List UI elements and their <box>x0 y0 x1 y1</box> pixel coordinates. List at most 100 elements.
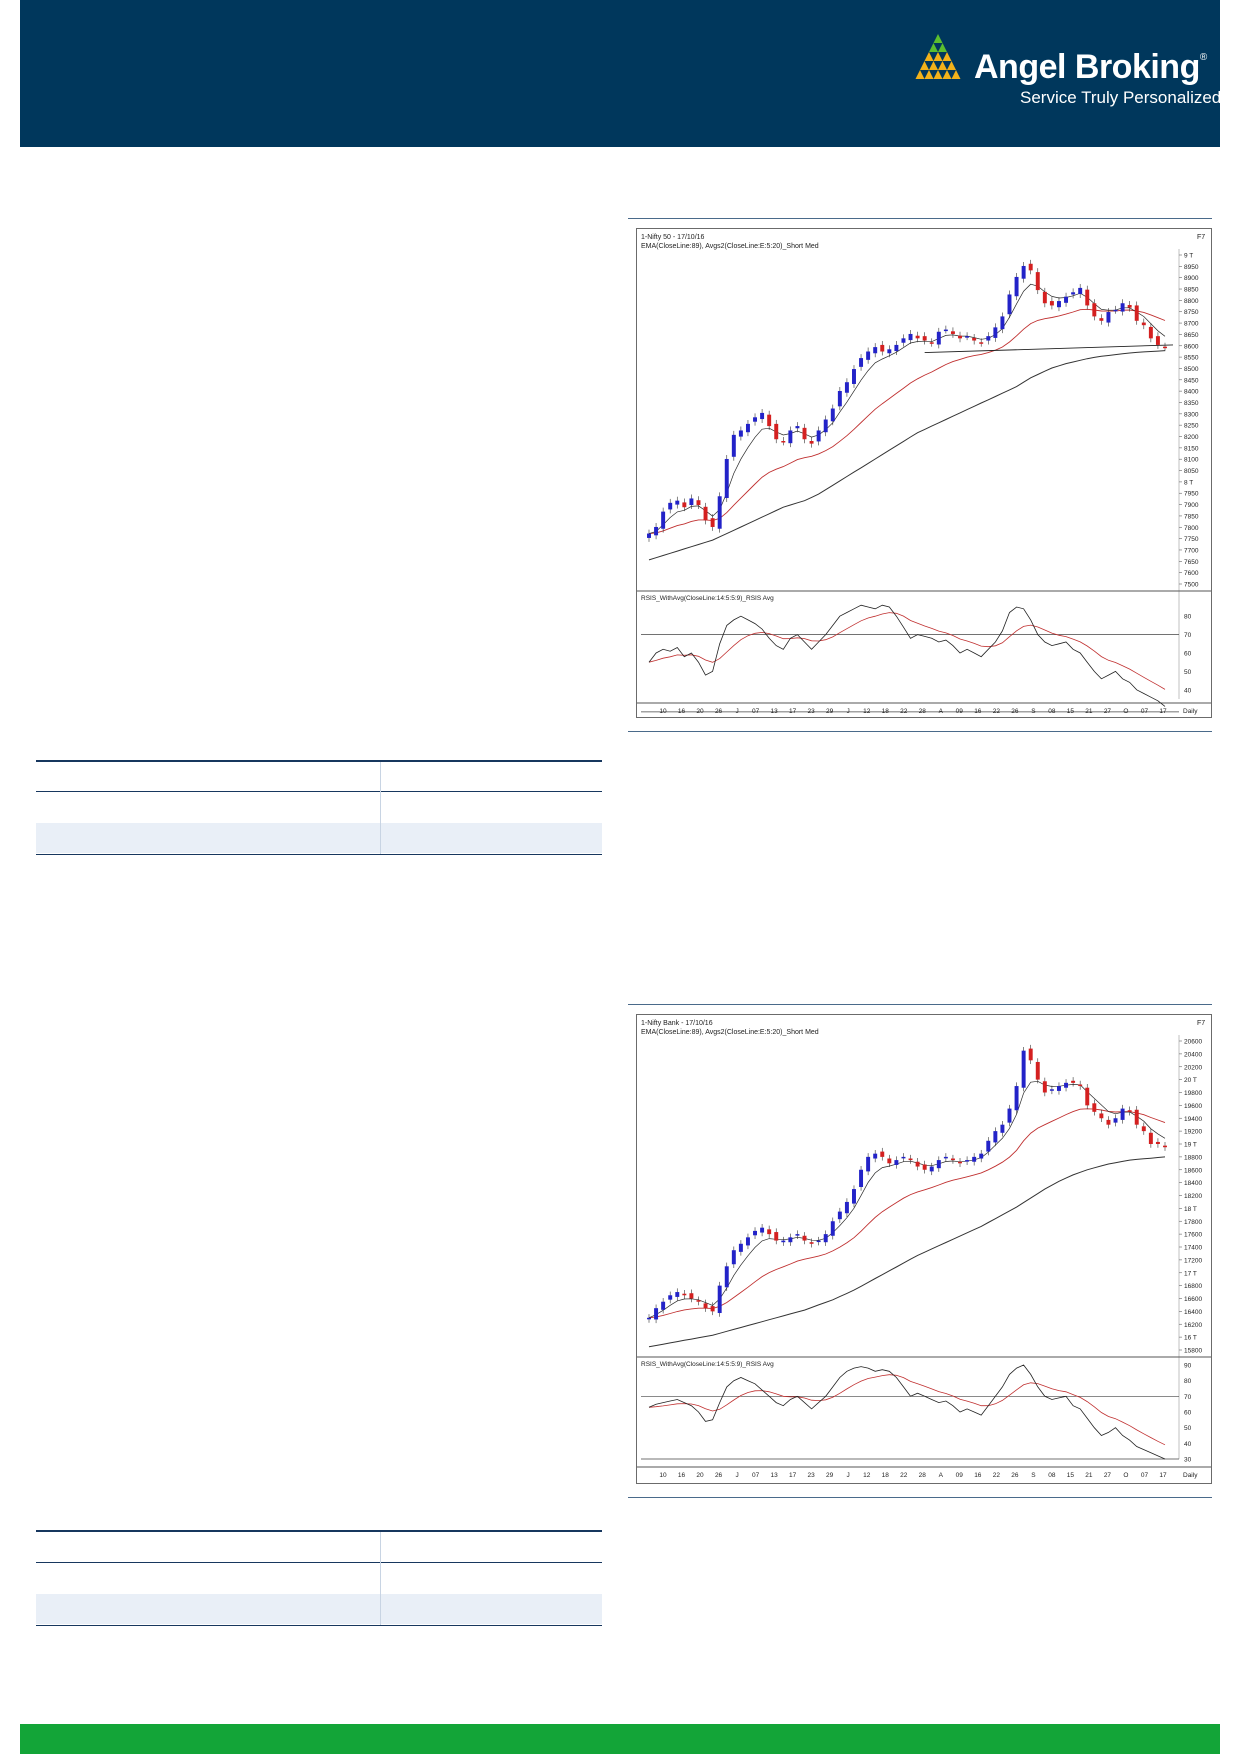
price-tick-label: 17200 <box>1184 1257 1202 1264</box>
logo-triangle <box>942 52 952 61</box>
candle-body <box>760 412 765 420</box>
price-tick-label: 8750 <box>1184 309 1199 316</box>
x-tick-label: 26 <box>1011 1472 1019 1479</box>
candle-body <box>795 1234 800 1236</box>
price-tick-label: 20600 <box>1184 1039 1202 1046</box>
rsi-tick-label: 90 <box>1184 1363 1192 1370</box>
candle-body <box>1071 292 1076 295</box>
x-tick-label: 10 <box>659 1472 667 1479</box>
price-tick-label: 7950 <box>1184 491 1199 498</box>
price-tick-label: 8 T <box>1184 479 1193 486</box>
x-tick-label: O <box>1123 1472 1128 1479</box>
rsi-label: RSIS_WithAvg(CloseLine:14:5:5:9)_RSIS Av… <box>641 1361 774 1368</box>
logo-triangle <box>929 43 938 52</box>
price-tick-label: 8800 <box>1184 298 1199 305</box>
banknifty-levels-table <box>36 1528 602 1628</box>
candle-body <box>717 1285 722 1314</box>
price-tick-label: 8250 <box>1184 423 1199 430</box>
rsi-tick-label: 50 <box>1184 1425 1192 1432</box>
candle-body <box>866 1156 871 1172</box>
price-tick-label: 8600 <box>1184 343 1199 350</box>
candle-body <box>1085 1087 1090 1106</box>
candle-body <box>958 335 962 339</box>
candle-body <box>1078 287 1083 295</box>
nifty-levels-table <box>36 758 602 858</box>
corner-label: F7 <box>1197 1020 1205 1027</box>
price-tick-label: 17800 <box>1184 1219 1202 1226</box>
x-tick-label: 18 <box>882 708 890 715</box>
candle-body <box>1163 1145 1167 1148</box>
candle-body <box>986 1140 991 1152</box>
banknifty-chart: 1-Nifty Bank - 17/10/16 EMA(CloseLine:89)… <box>636 1014 1212 1484</box>
candle-body <box>1000 316 1005 330</box>
candle-body <box>760 1227 765 1233</box>
candle-body <box>1134 1109 1139 1125</box>
candle-body <box>859 358 864 367</box>
indicator-label: EMA(CloseLine:89), Avgs2(CloseLine:E:5:2… <box>641 1029 819 1036</box>
candle-body <box>830 1221 835 1236</box>
table-top-rule <box>36 1530 602 1532</box>
candle-body <box>710 518 715 527</box>
x-tick-label: 16 <box>974 708 982 715</box>
logo-triangle <box>933 70 943 79</box>
period-label: Daily <box>1183 708 1198 715</box>
candle-body <box>696 1300 701 1302</box>
x-tick-label: O <box>1123 708 1128 715</box>
candle-body <box>781 1240 786 1243</box>
table-column-divider <box>380 1532 381 1625</box>
candle-body <box>795 426 800 429</box>
candle-body <box>654 1308 659 1320</box>
x-tick-label: 26 <box>715 708 723 715</box>
candle-body <box>958 1161 962 1164</box>
logo-triangle-icon <box>915 34 961 79</box>
price-tick-label: 16600 <box>1184 1296 1202 1303</box>
report-footer-bar <box>20 1724 1220 1754</box>
price-tick-label: 8950 <box>1184 264 1199 271</box>
price-tick-label: 19600 <box>1184 1103 1202 1110</box>
price-tick-label: 8450 <box>1184 377 1199 384</box>
price-tick-label: 8400 <box>1184 389 1199 396</box>
banknifty-chart-frame: 1-Nifty Bank - 17/10/16 EMA(CloseLine:89)… <box>628 1004 1212 1498</box>
candle-body <box>894 1160 899 1165</box>
price-tick-label: 7500 <box>1184 582 1199 589</box>
logo-triangle <box>938 61 947 70</box>
brand-name: Angel Broking® <box>974 48 1207 86</box>
candle-body <box>993 1131 998 1143</box>
candle-body <box>1155 1141 1160 1144</box>
rsi-tick-label: 70 <box>1184 1394 1192 1401</box>
candle-body <box>915 335 920 339</box>
price-tick-label: 17400 <box>1184 1245 1202 1252</box>
price-tick-label: 17600 <box>1184 1232 1202 1239</box>
x-tick-label: 08 <box>1048 1472 1056 1479</box>
candle-body <box>880 344 885 352</box>
price-tick-label: 16800 <box>1184 1283 1202 1290</box>
angel-broking-logo: Angel Broking® Service Truly Personalize… <box>888 26 1228 116</box>
candle-body <box>689 498 694 506</box>
table-top-rule <box>36 760 602 762</box>
candle-body <box>1120 1108 1125 1120</box>
candle-body <box>972 337 977 341</box>
x-tick-label: 13 <box>770 708 778 715</box>
x-tick-label: 07 <box>752 1472 760 1479</box>
rsi-tick-label: 70 <box>1184 632 1192 639</box>
x-tick-label: 15 <box>1067 1472 1075 1479</box>
price-tick-label: 15800 <box>1184 1348 1202 1355</box>
x-tick-label: 17 <box>789 708 797 715</box>
candle-body <box>767 1229 772 1235</box>
candle-body <box>1155 336 1160 345</box>
candle-body <box>647 1317 651 1320</box>
logo-triangle <box>924 70 934 79</box>
chart-title: 1-Nifty 50 - 17/10/16 <box>641 234 705 241</box>
price-tick-label: 8650 <box>1184 332 1199 339</box>
ema-89-line <box>648 1156 1166 1348</box>
candle-body <box>1049 1089 1054 1091</box>
logo-triangle <box>920 61 929 70</box>
logo-triangle <box>947 61 956 70</box>
candle-body <box>901 338 906 343</box>
candle-body <box>950 1158 955 1161</box>
candle-body <box>936 1160 941 1169</box>
x-tick-label: J <box>735 1472 738 1479</box>
candle-body <box>696 500 701 506</box>
x-tick-label: 28 <box>919 1472 927 1479</box>
candle-body <box>1021 265 1026 279</box>
